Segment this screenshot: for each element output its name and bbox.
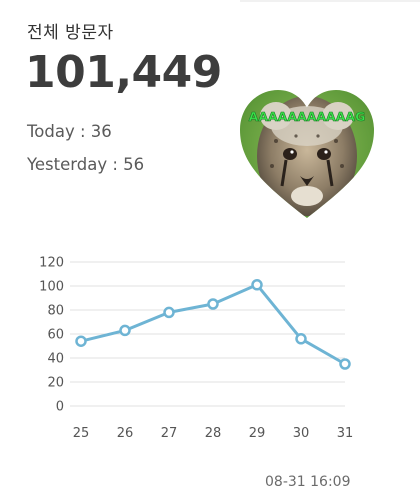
heart-overlay-text: AAAAAAAAAAAG bbox=[249, 109, 366, 124]
data-point[interactable] bbox=[75, 335, 87, 347]
data-point[interactable] bbox=[207, 298, 219, 310]
x-tick-label: 31 bbox=[337, 426, 354, 441]
x-tick-label: 29 bbox=[249, 426, 266, 441]
data-point[interactable] bbox=[119, 324, 131, 337]
data-point[interactable] bbox=[163, 306, 175, 319]
x-tick-label: 30 bbox=[293, 426, 310, 441]
visitor-chart: 0 20 40 60 80 100 120 25 26 27 28 29 30 31 bbox=[0, 240, 420, 450]
data-point[interactable] bbox=[251, 279, 263, 291]
y-tick-label: 100 bbox=[39, 280, 64, 295]
updated-timestamp: 08-31 16:09 bbox=[265, 474, 351, 490]
x-tick-label: 28 bbox=[205, 426, 222, 441]
y-tick-label: 20 bbox=[47, 376, 64, 391]
heart-photo: AAAAAAAAAAAG bbox=[240, 90, 374, 218]
total-visitors-count: 101,449 bbox=[25, 47, 222, 98]
cheetah-heart-image: AAAAAAAAAAAG bbox=[236, 86, 378, 220]
x-tick-label: 25 bbox=[73, 426, 90, 441]
chart-svg: 0 20 40 60 80 100 120 25 26 27 28 29 30 31 bbox=[39, 256, 354, 442]
y-tick-label: 80 bbox=[47, 304, 64, 319]
x-tick-label: 26 bbox=[117, 426, 134, 441]
y-tick-label: 120 bbox=[39, 256, 64, 271]
y-tick-label: 0 bbox=[56, 400, 64, 415]
data-point[interactable] bbox=[339, 358, 351, 370]
y-tick-label: 40 bbox=[47, 352, 64, 367]
data-point[interactable] bbox=[295, 333, 307, 345]
visitor-title: 전체 방문자 bbox=[27, 23, 114, 43]
series-line bbox=[80, 283, 346, 366]
y-tick-label: 60 bbox=[47, 328, 64, 343]
x-tick-label: 27 bbox=[161, 426, 178, 441]
top-divider bbox=[240, 0, 420, 2]
yesterday-visitors: Yesterday : 56 bbox=[27, 155, 145, 174]
today-visitors: Today : 36 bbox=[27, 122, 112, 141]
